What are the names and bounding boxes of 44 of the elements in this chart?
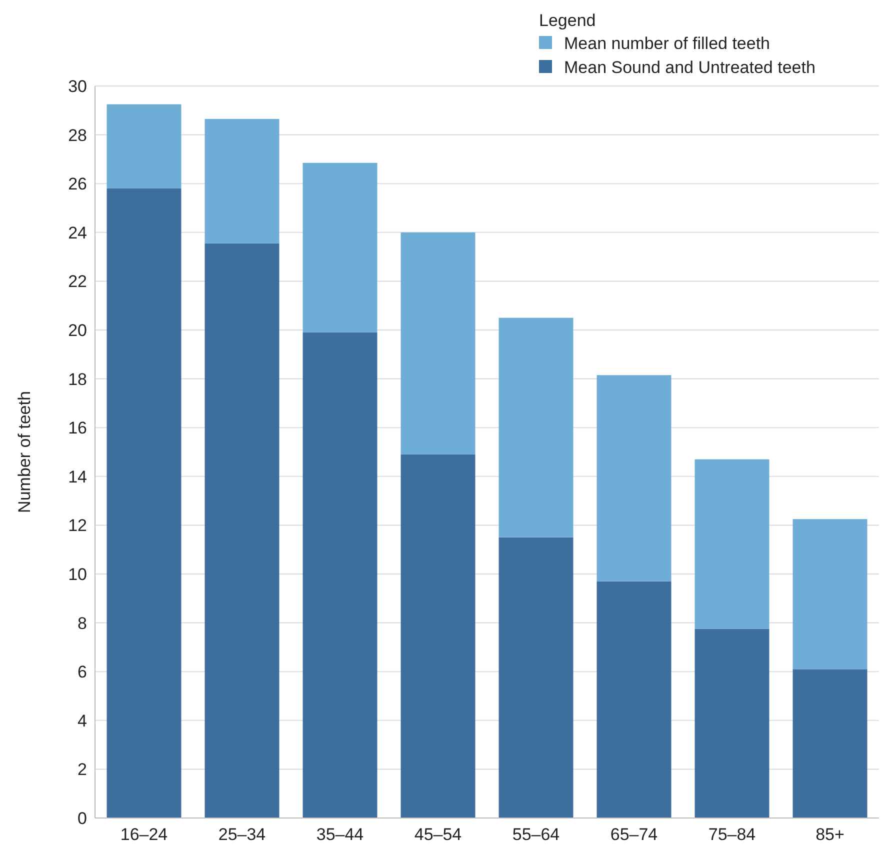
bar <box>400 232 476 454</box>
legend-title: Legend <box>539 10 596 30</box>
y-tick-label: 4 <box>78 711 87 730</box>
x-tick-label: 25–34 <box>218 825 266 844</box>
bar <box>302 162 378 332</box>
y-tick-label: 24 <box>68 223 87 242</box>
legend-label: Mean number of filled teeth <box>564 34 770 53</box>
y-tick-label: 16 <box>68 418 87 438</box>
x-tick-label: 55–64 <box>512 825 560 844</box>
y-tick-label: 18 <box>68 370 87 389</box>
bar <box>204 118 280 244</box>
y-tick-label: 30 <box>68 76 87 96</box>
bar <box>792 669 868 818</box>
y-tick-label: 8 <box>78 614 87 633</box>
y-tick-label: 2 <box>78 760 87 780</box>
y-axis-title: Number of teeth <box>14 391 34 513</box>
bar <box>694 459 770 629</box>
y-tick-label: 22 <box>68 272 87 292</box>
y-tick-label: 0 <box>78 808 87 828</box>
y-tick-label: 26 <box>68 174 87 194</box>
y-tick-label: 14 <box>68 467 87 486</box>
bar <box>106 104 182 188</box>
bar <box>596 581 672 818</box>
bar <box>106 188 182 818</box>
bar <box>596 375 672 582</box>
x-tick-label: 65–74 <box>610 825 658 844</box>
bar <box>498 318 574 538</box>
bar <box>204 243 280 818</box>
x-tick-label: 75–84 <box>708 825 756 844</box>
bar <box>400 454 476 818</box>
bar <box>694 628 770 818</box>
x-tick-label: 35–44 <box>316 825 364 844</box>
y-tick-label: 10 <box>68 564 87 584</box>
x-tick-label: 85+ <box>816 825 844 844</box>
bar <box>498 537 574 818</box>
x-tick-label: 45–54 <box>414 825 462 844</box>
y-tick-label: 28 <box>68 126 87 145</box>
x-tick-label: 16–24 <box>120 825 168 844</box>
legend-label: Mean Sound and Untreated teeth <box>564 58 816 77</box>
y-tick-label: 20 <box>68 320 87 340</box>
bar <box>302 332 378 818</box>
y-tick-label: 12 <box>68 516 87 536</box>
bar <box>792 519 868 670</box>
y-tick-label: 6 <box>78 662 87 682</box>
